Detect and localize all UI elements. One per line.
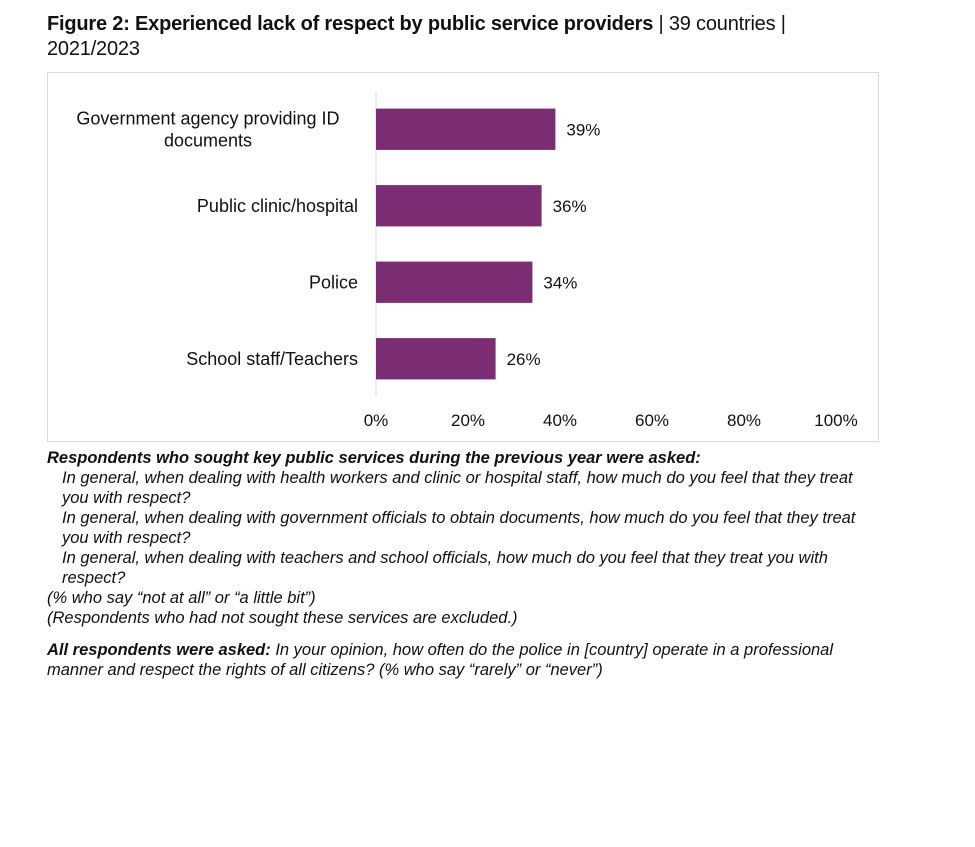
police-question: In your opinion, how often do the police… [47,641,834,679]
x-tick-label-100: 100% [814,411,857,430]
data-label-3: 34% [543,273,577,292]
x-tick-label-0: 0% [364,411,389,430]
chart-area: 39% Government agency providing ID documen… [47,72,879,442]
question-teachers: In general, when dealing with teachers a… [62,549,828,587]
x-tick-label-40: 40% [543,411,577,430]
bar-3 [376,261,533,303]
category-label-4: School staff/Teachers [186,349,358,369]
question-health: In general, when dealing with health wor… [62,469,853,507]
category-label-3: Police [309,272,358,292]
bar-4 [376,338,496,380]
data-label-4: 26% [507,350,541,369]
x-tick-label-60: 60% [635,411,669,430]
excluded-note: (Respondents who had not sought these se… [47,609,518,627]
x-tick-label-20: 20% [451,411,485,430]
bar-chart: 39% Government agency providing ID documen… [76,91,858,430]
all-respondents-lead: All respondents were asked: [47,641,271,659]
bar-2 [376,185,542,227]
question-documents: In general, when dealing with government… [62,509,856,547]
bar-1 [376,108,556,150]
all-respondents-note: All respondents were asked: In your opin… [47,640,877,680]
data-label-1: 39% [566,120,600,139]
notes-lead: Respondents who sought key public servic… [47,449,701,467]
figure-title-subtitle: | 39 countries | 2021/2023 [47,13,786,60]
category-label-1: Government agency providing ID documents [76,108,339,150]
category-label-2: Public clinic/hospital [197,196,358,216]
figure-title-main: Figure 2: Experienced lack of respect by… [47,13,654,35]
data-label-2: 36% [553,197,587,216]
survey-notes: Respondents who sought key public servic… [47,448,877,680]
x-tick-label-80: 80% [727,411,761,430]
percentage-note: (% who say “not at all” or “a little bit… [47,589,316,607]
figure-title: Figure 2: Experienced lack of respect by… [47,12,847,62]
